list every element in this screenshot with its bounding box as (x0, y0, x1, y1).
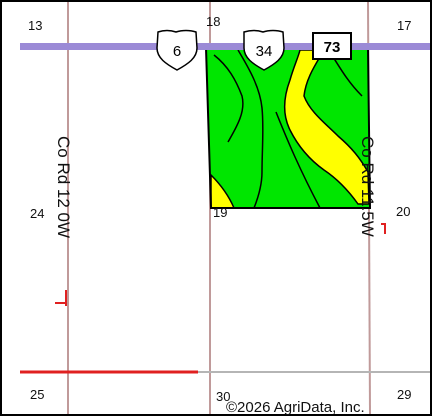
state-route-icon (312, 32, 352, 60)
section-number-ne: 17 (397, 18, 411, 33)
shield-us-6: 6 (156, 29, 198, 71)
soil-parcel (204, 47, 372, 209)
soil-boundary-2 (237, 49, 264, 209)
section-number-s-mid: 30 (216, 389, 230, 404)
us-shield-icon (156, 29, 198, 71)
section-number-se: 29 (397, 387, 411, 402)
section-number-n-mid: 18 (206, 14, 220, 29)
shield-label-us-6: 6 (173, 43, 181, 60)
section-number-nw: 13 (28, 18, 42, 33)
red-mark-east (381, 223, 386, 234)
section-number-sw: 25 (30, 387, 44, 402)
us-shield-icon (243, 29, 285, 71)
section-number-center: 19 (213, 205, 227, 220)
shield-us-34: 34 (243, 29, 285, 71)
road-label-west: Co Rd 12 0W (54, 136, 73, 238)
soil-boundary-1 (213, 54, 244, 143)
soil-unit-yellow-main (284, 49, 370, 205)
shield-label-state-73: 73 (324, 39, 341, 56)
copyright-text: ©2026 AgriData, Inc. (226, 399, 365, 416)
shield-label-us-34: 34 (256, 43, 273, 60)
road-label-east: Co Rd 11.5W (358, 136, 377, 237)
section-number-e-mid: 20 (396, 204, 410, 219)
shield-state-73: 73 (312, 32, 352, 60)
highway-line (20, 43, 430, 50)
soil-boundary-3 (275, 111, 321, 209)
section-number-w-mid: 24 (30, 206, 44, 221)
